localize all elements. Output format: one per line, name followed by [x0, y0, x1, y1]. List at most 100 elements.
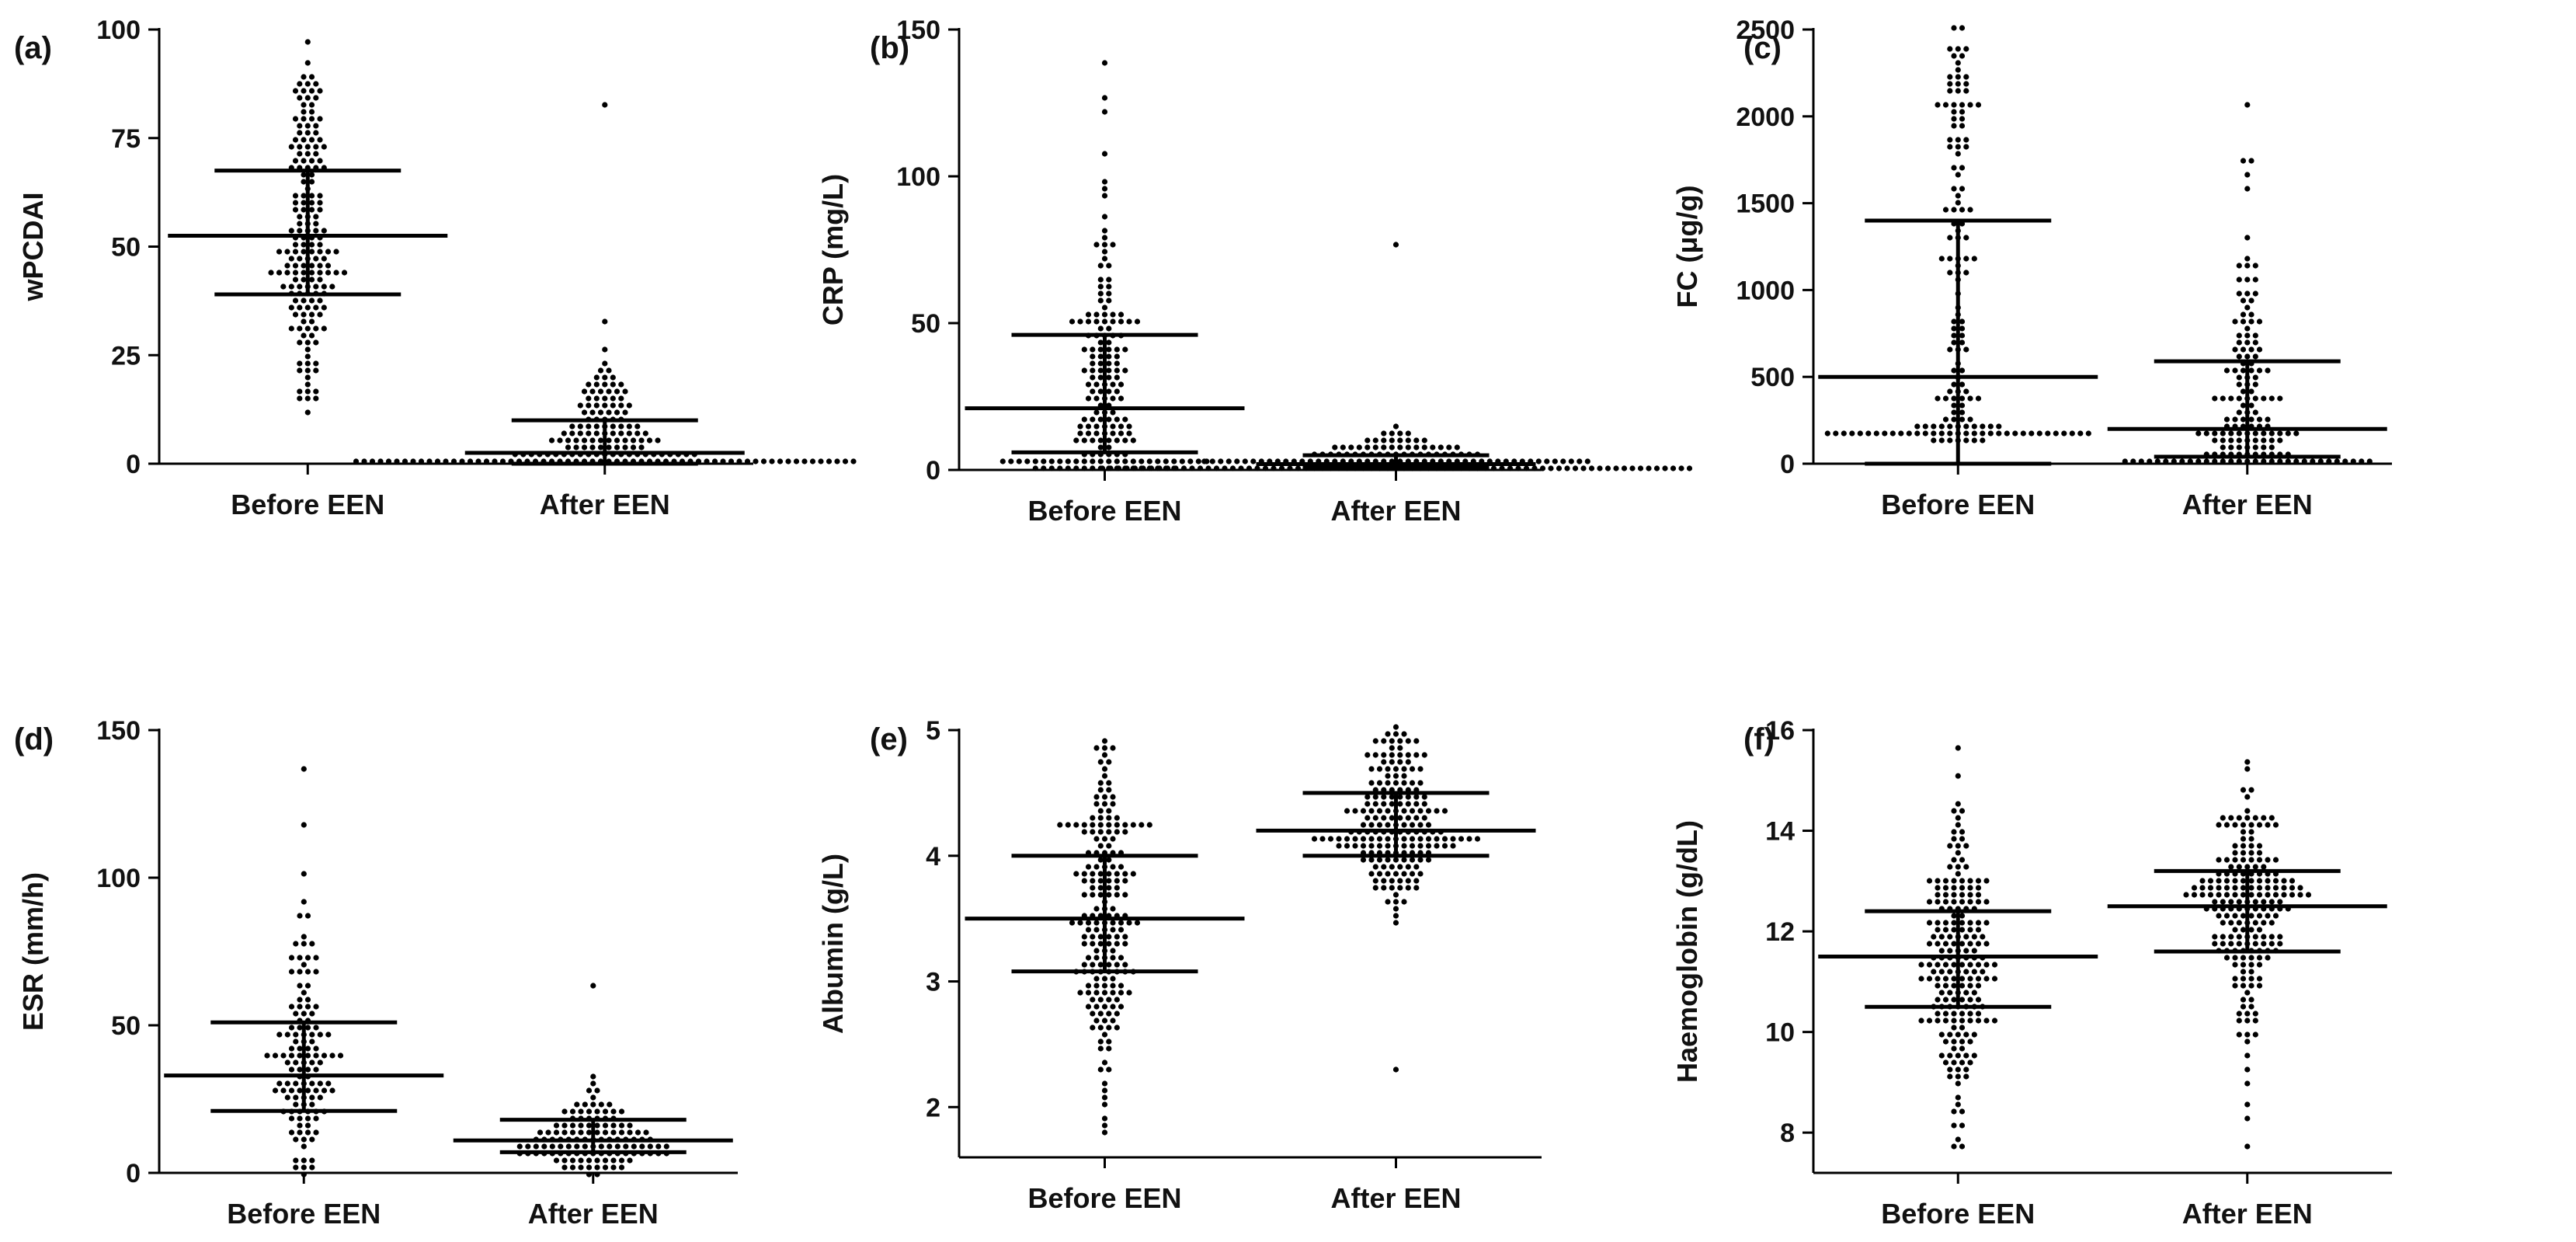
data-point	[1368, 836, 1375, 842]
data-point	[1114, 997, 1120, 1003]
data-point	[1560, 458, 1566, 464]
data-point	[2244, 1101, 2251, 1108]
data-point	[2232, 843, 2238, 849]
data-point	[313, 367, 319, 374]
data-point	[1389, 759, 1395, 765]
data-point	[1254, 465, 1260, 471]
data-point	[1401, 899, 1407, 905]
data-point	[308, 109, 315, 115]
data-point	[1189, 465, 1195, 471]
data-point	[1073, 458, 1079, 464]
data-point	[1110, 801, 1116, 807]
data-point	[297, 304, 303, 311]
data-point	[1955, 864, 1961, 870]
data-point	[590, 1080, 596, 1087]
data-point	[2252, 374, 2258, 381]
data-point	[1441, 836, 1448, 842]
data-point	[321, 256, 327, 262]
data-point	[1132, 465, 1139, 471]
data-point	[313, 395, 319, 402]
data-point	[1955, 151, 1961, 157]
data-point	[2228, 458, 2234, 464]
data-point	[297, 130, 303, 136]
data-point	[1959, 25, 1966, 31]
data-point	[1146, 822, 1152, 828]
data-point	[1381, 759, 1387, 765]
data-point	[304, 1129, 311, 1136]
x-category-label-after-een: After EEN	[2182, 1198, 2313, 1230]
data-point	[2366, 458, 2373, 464]
data-point	[655, 1143, 662, 1150]
data-point	[313, 144, 319, 150]
data-point	[1425, 836, 1432, 842]
data-point	[1097, 374, 1104, 381]
data-point	[610, 1129, 617, 1136]
data-point	[1376, 780, 1383, 786]
data-point	[1951, 836, 1957, 842]
data-point	[760, 458, 767, 464]
data-point	[2248, 311, 2254, 318]
data-point	[1935, 1011, 1941, 1017]
data-point	[1942, 892, 1949, 898]
data-point	[301, 899, 307, 905]
data-point	[553, 1122, 560, 1129]
data-point	[1975, 395, 1982, 402]
data-point	[313, 325, 319, 332]
data-point	[2244, 1066, 2251, 1073]
data-point	[589, 437, 596, 444]
data-point	[297, 1045, 303, 1052]
data-point	[1106, 857, 1112, 863]
data-point	[2244, 458, 2251, 464]
data-point	[1392, 906, 1399, 912]
data-point	[2261, 864, 2267, 870]
data-point	[301, 207, 307, 213]
data-point	[1951, 165, 1957, 171]
data-point	[578, 1129, 584, 1136]
data-point	[2244, 1011, 2251, 1017]
data-point	[1073, 437, 1079, 444]
data-point	[2244, 1018, 2251, 1024]
data-point	[1963, 1066, 1969, 1073]
data-point	[1164, 465, 1171, 471]
data-point	[2248, 158, 2254, 164]
data-point	[304, 1122, 311, 1129]
data-point	[1947, 969, 1953, 975]
data-point	[1544, 458, 1550, 464]
data-point	[597, 388, 604, 395]
data-point	[2277, 458, 2283, 464]
data-point	[1101, 766, 1108, 772]
data-point	[1364, 444, 1371, 451]
data-point	[1926, 962, 1933, 968]
data-point	[308, 318, 315, 325]
data-point	[647, 1143, 653, 1150]
data-point	[297, 221, 303, 227]
data-point	[1139, 822, 1145, 828]
data-point	[288, 228, 294, 234]
data-point	[597, 409, 604, 416]
data-point	[2252, 458, 2258, 464]
data-point	[1106, 353, 1112, 360]
data-point	[1413, 878, 1420, 884]
data-point	[313, 221, 319, 227]
data-point	[308, 116, 315, 122]
data-point	[1409, 836, 1416, 842]
data-point	[317, 1080, 323, 1087]
data-point	[1413, 864, 1420, 870]
data-point	[293, 1101, 299, 1108]
data-point	[1397, 444, 1403, 451]
data-point	[1106, 339, 1112, 346]
data-point	[1951, 808, 1957, 814]
data-point	[1081, 465, 1087, 471]
data-point	[1931, 430, 1937, 437]
data-point	[1114, 892, 1120, 898]
data-point	[276, 1032, 283, 1038]
data-point	[1959, 836, 1966, 842]
data-point	[2236, 934, 2242, 940]
data-point	[308, 242, 315, 248]
data-point	[2220, 437, 2226, 444]
data-point	[590, 983, 596, 989]
data-point	[597, 367, 604, 374]
data-point	[622, 388, 628, 395]
data-point	[2223, 857, 2230, 863]
data-point	[309, 1094, 315, 1101]
